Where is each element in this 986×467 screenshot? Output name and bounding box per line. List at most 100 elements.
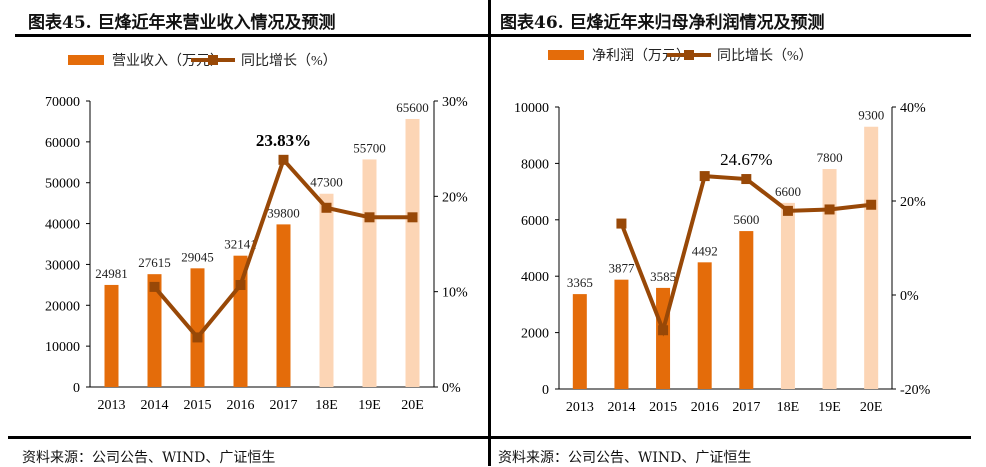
left-tick-label: 4000: [521, 270, 549, 285]
growth-marker-20E: [866, 199, 877, 210]
growth-marker-18E: [321, 202, 332, 213]
left-tick-label: 10000: [514, 101, 549, 116]
bar-2014: [147, 274, 162, 387]
left-tick-label: 30000: [45, 258, 80, 273]
x-tick-label: 20E: [401, 398, 424, 413]
bar-20E: [405, 118, 420, 387]
x-tick-label: 2014: [141, 398, 169, 413]
bar-19E: [822, 169, 837, 389]
right-tick-label: 30%: [442, 95, 468, 110]
bar-value-label: 47300: [310, 175, 343, 190]
x-tick-label: 19E: [358, 398, 381, 413]
left-tick-label: 60000: [45, 136, 80, 151]
source-note-right: 资料来源：公司公告、WIND、广证恒生: [498, 450, 752, 466]
bar-18E: [319, 193, 334, 387]
growth-annotation: 24.67%: [720, 150, 772, 169]
growth-marker-18E: [782, 205, 793, 216]
bar-value-label: 5600: [733, 212, 759, 227]
right-tick-label: 0%: [442, 381, 461, 396]
left-tick-label: 6000: [521, 214, 549, 229]
growth-marker-19E: [824, 204, 835, 215]
bar-value-label: 24981: [95, 266, 128, 281]
left-tick-label: 70000: [45, 95, 80, 110]
bar-value-label: 39800: [267, 205, 300, 220]
growth-marker-20E: [407, 212, 418, 223]
right-tick-label: 10%: [442, 286, 468, 301]
growth-annotation: 23.83%: [256, 131, 311, 150]
title-rule-left: [15, 34, 488, 37]
bar-2017: [276, 224, 291, 387]
left-tick-label: 0: [542, 383, 549, 398]
growth-marker-2016: [699, 171, 710, 182]
legend-line-marker: [208, 55, 218, 65]
bar-2017: [739, 231, 754, 389]
x-tick-label: 2015: [649, 400, 677, 415]
right-tick-label: 40%: [900, 101, 926, 116]
legend-line-marker: [684, 50, 694, 60]
bar-value-label: 3365: [567, 275, 593, 290]
left-tick-label: 20000: [45, 299, 80, 314]
left-tick-label: 50000: [45, 177, 80, 192]
bar-20E: [864, 126, 879, 390]
x-tick-label: 2013: [566, 400, 594, 415]
bar-2016: [697, 262, 712, 389]
bottom-rule-right: [491, 436, 971, 439]
bar-value-label: 65600: [396, 100, 429, 115]
left-tick-label: 10000: [45, 340, 80, 355]
right-tick-label: -20%: [900, 383, 931, 398]
growth-marker-2017: [278, 154, 289, 165]
bar-19E: [362, 159, 377, 387]
x-tick-label: 20E: [860, 400, 883, 415]
right-tick-label: 20%: [442, 190, 468, 205]
right-tick-label: 20%: [900, 195, 926, 210]
growth-marker-2017: [741, 174, 752, 185]
revenue-chart: 营业收入（万元） 同比增长（%） 0 10000 20000 30000 40000 5000…: [45, 53, 468, 413]
bar-value-label: 7800: [817, 150, 843, 165]
bar-value-label: 32141: [224, 237, 257, 252]
x-tick-label: 18E: [315, 398, 338, 413]
growth-marker-2014: [149, 281, 160, 292]
bar-value-label: 55700: [353, 140, 386, 155]
legend-bar-swatch: [548, 50, 584, 60]
title-rule-right: [491, 34, 971, 37]
bar-value-label: 3877: [608, 261, 635, 276]
bar-value-label: 27615: [138, 255, 171, 270]
x-tick-label: 2015: [184, 398, 212, 413]
bottom-rule-left: [8, 436, 488, 439]
bar-value-label: 3585: [650, 269, 676, 284]
x-tick-label: 2017: [732, 400, 760, 415]
x-tick-label: 2016: [691, 400, 719, 415]
x-tick-label: 2017: [270, 398, 298, 413]
bar-2013: [104, 284, 119, 387]
right-tick-label: 0%: [900, 289, 919, 304]
legend-bar-label: 净利润（万元）: [592, 48, 690, 64]
net-profit-chart: 净利润（万元） 同比增长（%） 0 2000 4000 6000 8000 10000 -20%…: [514, 48, 931, 415]
bar-value-label: 9300: [858, 108, 884, 123]
chart-title-46: 图表46. 巨烽近年来归母净利润情况及预测: [500, 13, 825, 33]
bar-18E: [780, 202, 795, 389]
bar-value-label: 29045: [181, 249, 214, 264]
x-tick-label: 2013: [98, 398, 126, 413]
x-tick-label: 2014: [607, 400, 635, 415]
legend-bar-swatch: [68, 55, 104, 65]
bar-value-label: 6600: [775, 184, 801, 199]
growth-marker-2014: [616, 218, 627, 229]
left-tick-label: 40000: [45, 218, 80, 233]
bar-2014: [614, 279, 629, 389]
left-tick-label: 2000: [521, 327, 549, 342]
legend-line-label: 同比增长（%）: [241, 53, 337, 69]
bar-2013: [572, 294, 587, 389]
growth-marker-19E: [364, 212, 375, 223]
growth-marker-2015: [192, 332, 203, 343]
legend-bar-label: 营业收入（万元）: [112, 53, 224, 69]
bar-2015: [190, 268, 205, 387]
bar-2015: [656, 287, 671, 389]
panel-divider: [488, 0, 491, 466]
left-tick-label: 0: [73, 381, 80, 396]
chart-title-45: 图表45. 巨烽近年来营业收入情况及预测: [28, 13, 336, 33]
x-tick-label: 2016: [227, 398, 255, 413]
left-tick-label: 8000: [521, 157, 549, 172]
legend-line-label: 同比增长（%）: [717, 48, 813, 64]
source-note-left: 资料来源：公司公告、WIND、广证恒生: [22, 450, 276, 466]
growth-marker-2015: [658, 325, 669, 336]
